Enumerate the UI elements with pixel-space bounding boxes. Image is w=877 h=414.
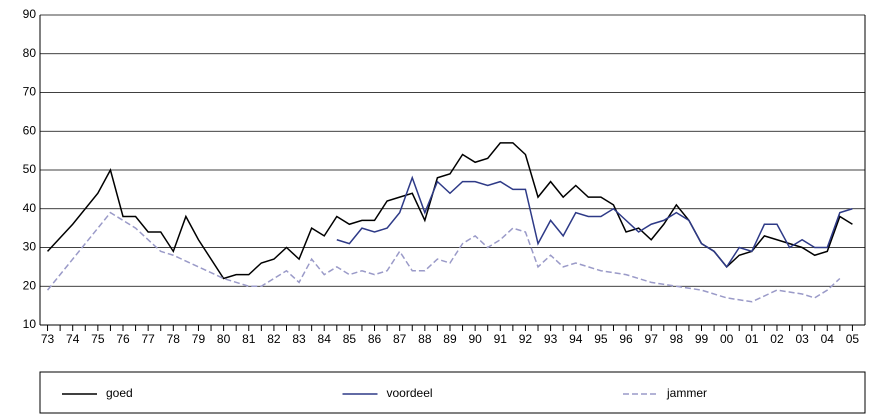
x-tick-label: 75 [91, 332, 105, 346]
x-tick-label: 89 [443, 332, 457, 346]
series-line [336, 175, 853, 269]
y-tick-label: 30 [23, 240, 37, 254]
x-tick-label: 86 [368, 332, 382, 346]
y-tick-label: 50 [23, 162, 37, 176]
x-tick-label: 74 [66, 332, 80, 346]
x-tick-label: 88 [418, 332, 432, 346]
x-tick-label: 98 [670, 332, 684, 346]
x-tick-label: 95 [594, 332, 608, 346]
x-tick-label: 92 [519, 332, 533, 346]
series-line [46, 211, 841, 303]
x-tick-label: 99 [695, 332, 709, 346]
legend-box [39, 371, 866, 414]
x-tick-label: 83 [292, 332, 306, 346]
y-tick-label: 20 [23, 278, 37, 292]
y-tick-label: 90 [23, 7, 37, 21]
x-tick-label: 94 [569, 332, 583, 346]
legend-label: voordeel [387, 386, 433, 400]
x-tick-label: 84 [318, 332, 332, 346]
x-tick-label: 97 [645, 332, 659, 346]
x-tick-label: 02 [770, 332, 784, 346]
x-tick-label: 90 [468, 332, 482, 346]
x-tick-label: 93 [544, 332, 558, 346]
x-tick-label: 80 [217, 332, 231, 346]
x-tick-label: 79 [192, 332, 206, 346]
x-tick-label: 76 [116, 332, 130, 346]
y-tick-label: 70 [23, 85, 37, 99]
y-tick-label: 10 [23, 317, 37, 331]
x-tick-label: 03 [795, 332, 809, 346]
x-tick-label: 78 [167, 332, 181, 346]
x-tick-label: 85 [343, 332, 357, 346]
x-tick-label: 96 [619, 332, 633, 346]
legend-label: jammer [666, 386, 707, 400]
x-tick-label: 05 [846, 332, 860, 346]
x-tick-label: 01 [745, 332, 759, 346]
x-tick-label: 81 [242, 332, 256, 346]
x-tick-label: 04 [821, 332, 835, 346]
x-tick-label: 87 [393, 332, 407, 346]
x-tick-label: 91 [494, 332, 508, 346]
x-tick-label: 77 [141, 332, 155, 346]
y-tick-label: 40 [23, 201, 37, 215]
x-tick-label: 82 [267, 332, 281, 346]
x-tick-label: 00 [720, 332, 734, 346]
y-tick-label: 60 [23, 123, 37, 137]
x-tick-label: 73 [41, 332, 55, 346]
y-tick-label: 80 [23, 46, 37, 60]
legend-label: goed [106, 386, 133, 400]
